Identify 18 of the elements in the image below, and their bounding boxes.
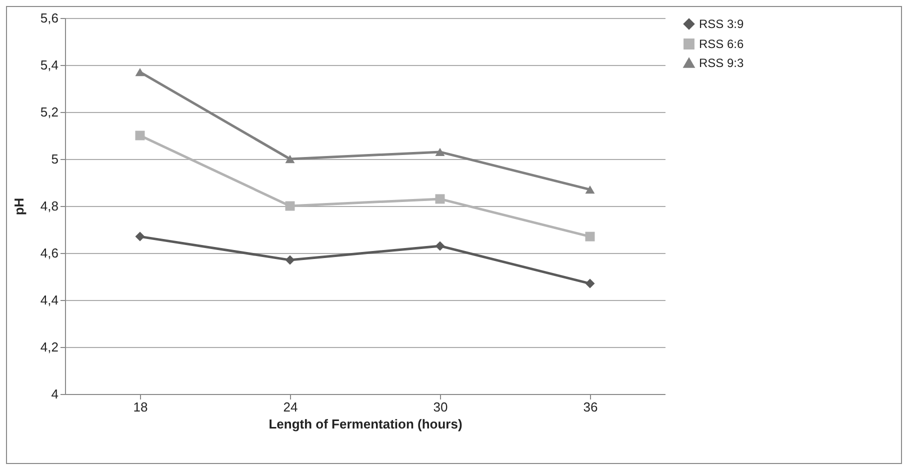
y-tick-label: 5 (51, 152, 58, 166)
x-tick-label: 30 (433, 400, 448, 414)
y-tick-label: 4,8 (40, 198, 58, 214)
legend-label: RSS 9:3 (699, 56, 744, 70)
y-tick-label: 4,4 (40, 292, 58, 308)
legend-label: RSS 3:9 (699, 17, 744, 31)
y-axis-title: pH (11, 198, 26, 216)
y-tick-label: 5,6 (40, 10, 58, 26)
y-tick-label: 4,2 (40, 340, 58, 354)
legend-label: RSS 6:6 (699, 37, 744, 51)
y-tick-label: 4,6 (40, 246, 58, 260)
x-axis-title: Length of Fermentation (hours) (268, 416, 462, 432)
y-tick-label: 4 (51, 386, 58, 402)
y-tick-label: 5,4 (40, 58, 58, 72)
x-tick-label: 24 (283, 400, 298, 414)
y-tick-label: 5,2 (40, 104, 58, 120)
x-tick-label: 18 (133, 400, 148, 414)
x-tick-label: 36 (583, 400, 598, 414)
